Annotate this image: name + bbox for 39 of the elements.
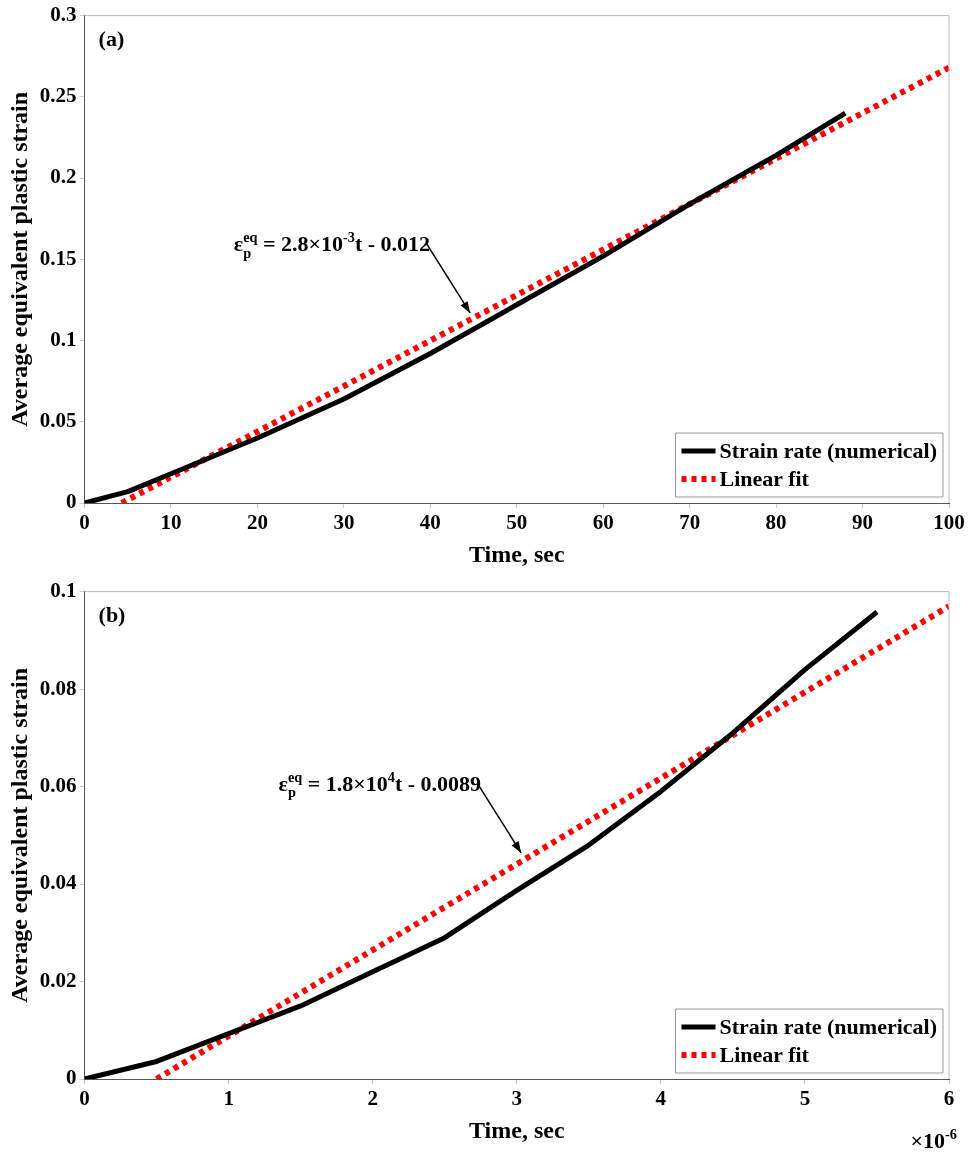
legend-label: Strain rate (numerical) [719, 1013, 937, 1039]
legend-label: Strain rate (numerical) [719, 437, 937, 463]
x-tick-label: 70 [679, 510, 701, 535]
x-tick-label: 4 [655, 1086, 667, 1111]
x-tick-label: 20 [246, 510, 268, 535]
y-axis-title: Average equivalent plastic strain [5, 667, 32, 1003]
y-tick-label: 0 [66, 1065, 77, 1090]
x-axis-title: Time, sec [469, 540, 565, 567]
x-tick-label: 30 [333, 510, 355, 535]
x-tick-label: 5 [799, 1086, 811, 1111]
y-tick-label: 0.1 [50, 578, 77, 603]
x-tick-label: 100 [933, 510, 965, 535]
x-axis-title: Time, sec [469, 1116, 565, 1143]
y-tick-label: 0.06 [39, 772, 77, 797]
y-tick-label: 0.25 [39, 83, 77, 108]
x-tick-label: 60 [592, 510, 614, 535]
legend-label: Linear fit [719, 1041, 810, 1067]
y-tick-label: 0.04 [39, 870, 78, 895]
x-tick-label: 90 [852, 510, 874, 535]
x-tick-label: 3 [511, 1086, 523, 1111]
legend-label: Linear fit [719, 465, 810, 491]
y-tick-label: 0.15 [39, 245, 77, 270]
x-tick-label: 10 [160, 510, 182, 535]
y-tick-label: 0.3 [50, 2, 77, 27]
y-tick-label: 0.2 [50, 164, 77, 189]
x-tick-label: 80 [765, 510, 787, 535]
y-tick-label: 0 [66, 489, 77, 514]
x-tick-label: 40 [419, 510, 441, 535]
y-axis-title: Average equivalent plastic strain [5, 91, 32, 427]
x-tick-label: 6 [943, 1086, 955, 1111]
x-tick-label: 1 [223, 1086, 234, 1111]
y-tick-label: 0.08 [39, 675, 77, 700]
annotation: (a) [98, 25, 125, 51]
y-tick-label: 0.1 [50, 326, 77, 351]
x-tick-label: 50 [506, 510, 528, 535]
x-tick-label: 2 [367, 1086, 378, 1111]
y-tick-label: 0.02 [39, 967, 77, 992]
y-tick-label: 0.05 [39, 408, 77, 433]
annotation: (b) [98, 601, 126, 627]
